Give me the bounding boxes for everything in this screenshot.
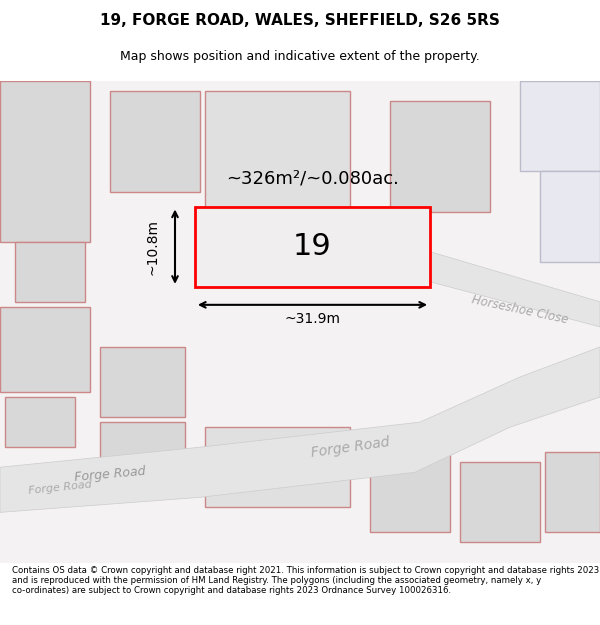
Polygon shape: [100, 422, 185, 498]
Polygon shape: [430, 252, 600, 327]
Polygon shape: [370, 442, 450, 532]
Text: Map shows position and indicative extent of the property.: Map shows position and indicative extent…: [120, 51, 480, 63]
Polygon shape: [110, 91, 200, 191]
Text: Horseshoe Close: Horseshoe Close: [470, 293, 569, 326]
Text: 19, FORGE ROAD, WALES, SHEFFIELD, S26 5RS: 19, FORGE ROAD, WALES, SHEFFIELD, S26 5R…: [100, 12, 500, 28]
Polygon shape: [390, 101, 490, 212]
Polygon shape: [205, 91, 350, 222]
Polygon shape: [545, 452, 600, 532]
Polygon shape: [5, 397, 75, 448]
Polygon shape: [520, 81, 600, 171]
Text: 19: 19: [293, 232, 332, 261]
Polygon shape: [100, 347, 185, 417]
Polygon shape: [0, 347, 600, 512]
Polygon shape: [205, 427, 350, 508]
Text: ~326m²/~0.080ac.: ~326m²/~0.080ac.: [226, 169, 399, 187]
Text: ~31.9m: ~31.9m: [284, 312, 341, 326]
Polygon shape: [0, 81, 90, 242]
Text: Forge Road: Forge Road: [28, 479, 92, 496]
Bar: [195, 207, 430, 287]
Text: Contains OS data © Crown copyright and database right 2021. This information is : Contains OS data © Crown copyright and d…: [12, 566, 599, 596]
Text: Forge Road: Forge Road: [310, 435, 390, 459]
Text: ~10.8m: ~10.8m: [146, 219, 160, 274]
Polygon shape: [0, 307, 90, 392]
Text: Forge Road: Forge Road: [74, 464, 146, 484]
Polygon shape: [15, 242, 85, 302]
Polygon shape: [460, 462, 540, 542]
Polygon shape: [540, 171, 600, 262]
